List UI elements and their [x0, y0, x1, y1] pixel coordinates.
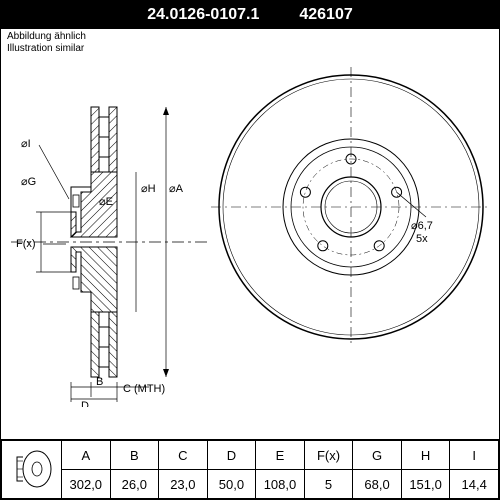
dimension-table: A B C D E F(x) G H I 302,0 26,0 23,0 50,… [1, 439, 499, 499]
th-I: I [450, 441, 499, 470]
dim-Fx-label: F(x) [16, 238, 36, 250]
dim-E-label: ⌀E [99, 196, 113, 208]
th-H: H [401, 441, 450, 470]
td-E: 108,0 [256, 470, 305, 499]
dim-H-label: ⌀H [141, 183, 156, 195]
dim-D-label: D [81, 400, 89, 407]
th-E: E [256, 441, 305, 470]
table-header-row: A B C D E F(x) G H I [2, 441, 499, 470]
td-A: 302,0 [62, 470, 111, 499]
bolt-count-label: 5x [416, 233, 428, 245]
part-number: 24.0126-0107.1 [147, 6, 259, 24]
face-view: ⌀6,7 5x [211, 67, 491, 347]
th-G: G [353, 441, 402, 470]
table-value-row: 302,0 26,0 23,0 50,0 108,0 5 68,0 151,0 … [2, 470, 499, 499]
bolt-dia-label: ⌀6,7 [411, 220, 433, 232]
th-Fx: F(x) [304, 441, 353, 470]
ref-number: 426107 [299, 6, 352, 24]
td-C: 23,0 [159, 470, 208, 499]
dim-A-label: ⌀A [169, 183, 184, 195]
disc-icon-cell [2, 441, 62, 499]
td-B: 26,0 [110, 470, 159, 499]
dim-C-label: C (MTH) [123, 383, 165, 395]
th-B: B [110, 441, 159, 470]
header-bar: 24.0126-0107.1 426107 [1, 1, 499, 29]
dim-B-label: B [96, 376, 103, 388]
subtitle-block: Abbildung ähnlich Illustration similar [1, 29, 499, 57]
th-A: A [62, 441, 111, 470]
td-I: 14,4 [450, 470, 499, 499]
td-Fx: 5 [304, 470, 353, 499]
brake-disc-icon [9, 447, 54, 492]
diagram-area: ⌀I ⌀G ⌀E ⌀H ⌀A F(x) B D C (MTH) [1, 57, 499, 407]
subtitle-de: Abbildung ähnlich [7, 31, 493, 43]
diagram-container: 24.0126-0107.1 426107 Abbildung ähnlich … [0, 0, 500, 500]
td-D: 50,0 [207, 470, 256, 499]
td-G: 68,0 [353, 470, 402, 499]
td-H: 151,0 [401, 470, 450, 499]
dim-G-label: ⌀G [21, 176, 36, 188]
dim-I-label: ⌀I [21, 138, 31, 150]
th-D: D [207, 441, 256, 470]
cross-section-view: ⌀I ⌀G ⌀E ⌀H ⌀A F(x) B D C (MTH) [11, 77, 211, 407]
subtitle-en: Illustration similar [7, 43, 493, 55]
th-C: C [159, 441, 208, 470]
